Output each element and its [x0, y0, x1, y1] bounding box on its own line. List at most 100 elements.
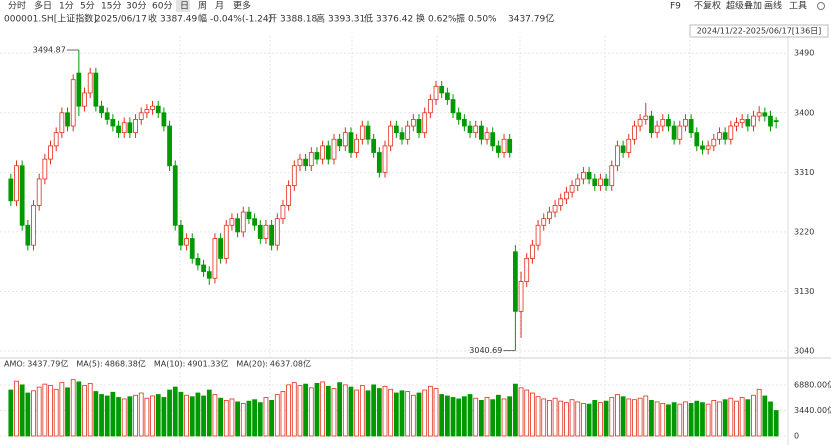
- volume-bar: [195, 392, 201, 437]
- volume-bar: [82, 385, 87, 437]
- toolbar-tab[interactable]: 15分: [101, 1, 121, 12]
- volume-bar: [235, 401, 240, 437]
- tool-button[interactable]: 不复权: [694, 0, 721, 12]
- candle-body: [450, 99, 456, 114]
- volume-bar: [274, 394, 280, 437]
- candle-body: [167, 125, 172, 167]
- volume-label: AMO:: [4, 360, 25, 369]
- volume-bar: [14, 380, 19, 437]
- candle-body: [297, 158, 303, 167]
- volume-bar: [666, 404, 671, 437]
- candle-body: [206, 271, 212, 279]
- toolbar-tab[interactable]: 月: [215, 1, 224, 12]
- candle-body: [252, 218, 257, 226]
- volume-bar: [467, 394, 473, 437]
- candle-body: [745, 119, 751, 127]
- volume-bar: [677, 403, 683, 437]
- volume-bar: [558, 400, 564, 437]
- volume-bar: [654, 401, 660, 437]
- volume-bar: [405, 391, 411, 437]
- candle-body: [467, 125, 473, 134]
- tool-button[interactable]: 工具: [789, 1, 807, 12]
- candle-body: [291, 165, 297, 186]
- candle-body: [82, 92, 87, 107]
- toolbar-tab[interactable]: 日: [180, 1, 189, 12]
- volume-bar: [25, 392, 31, 437]
- volume-bar: [586, 403, 592, 437]
- y-tick-label: 3440.00亿: [794, 405, 831, 415]
- volume-bar: [206, 389, 212, 437]
- toolbar-tab[interactable]: 多日: [34, 0, 52, 12]
- candle-body: [65, 112, 70, 127]
- volume-bar: [331, 388, 337, 437]
- volume-bar: [48, 385, 53, 437]
- candle-body: [399, 132, 405, 140]
- date: 2025/06/17: [95, 15, 147, 25]
- toolbar-tab[interactable]: 分时: [8, 0, 26, 12]
- volume-bar: [155, 394, 161, 437]
- low-label: 3040.69: [469, 346, 502, 355]
- candle-body: [36, 178, 42, 206]
- volume-bar: [700, 402, 705, 437]
- volume-bar: [456, 398, 462, 437]
- candle-body: [654, 125, 660, 134]
- candle-body: [8, 178, 14, 202]
- toolbar-tab[interactable]: 更多: [233, 0, 251, 12]
- toolbar-tab[interactable]: 60分: [152, 1, 172, 12]
- volume-bar: [189, 396, 195, 437]
- volume-bar: [433, 388, 439, 437]
- volume-bar: [671, 402, 677, 437]
- candle-body: [416, 119, 422, 134]
- candle-body: [104, 112, 110, 120]
- tool-button[interactable]: F9: [670, 2, 681, 12]
- high-label: 3494.87: [33, 46, 66, 55]
- candle-body: [637, 119, 643, 127]
- volume-bar: [161, 397, 167, 437]
- candle-body: [376, 152, 382, 173]
- toolbar-tab[interactable]: 周: [198, 1, 207, 12]
- toolbar-tab[interactable]: 5分: [80, 1, 95, 12]
- candle-body: [433, 85, 439, 100]
- volume-bar: [660, 402, 666, 437]
- settings-icon[interactable]: [817, 2, 825, 10]
- candle-body: [337, 138, 343, 147]
- candle-body: [660, 119, 666, 127]
- volume-bar: [354, 389, 360, 437]
- toolbar-tab[interactable]: 30分: [126, 1, 146, 12]
- candle-body: [70, 79, 76, 127]
- candle-body: [700, 145, 705, 150]
- candle-body: [773, 120, 779, 123]
- volume-bar: [308, 387, 314, 437]
- candle-body: [427, 99, 433, 114]
- tool-button[interactable]: 画线: [764, 0, 782, 12]
- candle-body: [155, 105, 161, 114]
- candle-body: [705, 145, 711, 150]
- candle-body: [513, 251, 518, 312]
- volume-bar: [739, 397, 745, 437]
- field-value: 3388.18: [280, 15, 317, 25]
- candle-body: [484, 132, 490, 140]
- y-tick-label: 0: [794, 432, 799, 441]
- candle-body: [649, 115, 654, 134]
- candle-body: [711, 138, 717, 147]
- volume-bar: [592, 400, 598, 437]
- candle-body: [762, 112, 768, 117]
- toolbar-tab[interactable]: 1分: [59, 1, 74, 12]
- volume-bar: [70, 379, 76, 437]
- candle-body: [751, 115, 756, 127]
- tool-button[interactable]: 超级叠加: [726, 0, 762, 12]
- candle-body: [184, 238, 189, 246]
- candle-body: [348, 132, 354, 153]
- volume-bar: [569, 399, 575, 437]
- volume-bar: [722, 399, 728, 437]
- volume-value: 4637.08亿: [270, 359, 311, 369]
- candle-body: [547, 211, 552, 220]
- volume-bar: [649, 400, 654, 437]
- field-label: 幅: [198, 13, 207, 25]
- candle-body: [739, 119, 745, 124]
- candle-body: [342, 132, 348, 147]
- volume-bar: [626, 398, 632, 437]
- volume-bar: [393, 392, 399, 437]
- candle-body: [444, 92, 450, 100]
